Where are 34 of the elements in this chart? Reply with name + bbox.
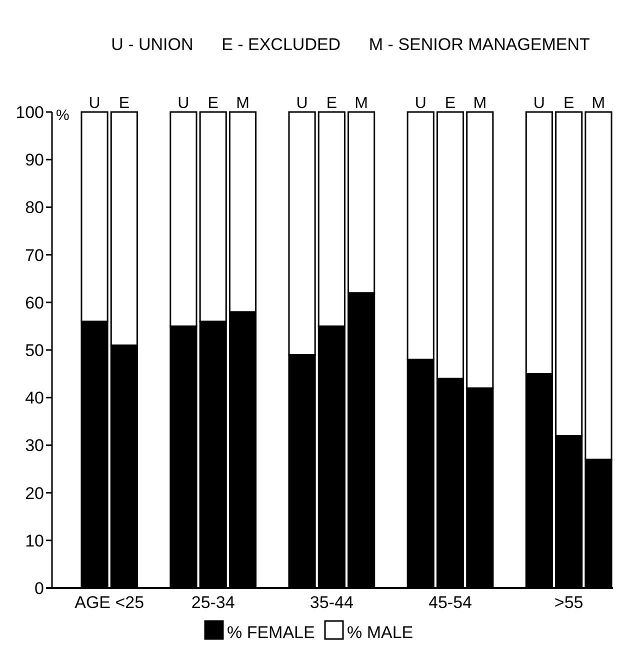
y-tick-label: 10: [25, 531, 44, 550]
x-tick-label: E: [208, 95, 218, 112]
text: 45-54: [428, 593, 472, 612]
x-tick-label: E: [444, 95, 456, 112]
y-axis-title: %: [56, 107, 70, 124]
legend-label: % MALE: [347, 623, 414, 642]
x-tick-label: U: [178, 95, 190, 112]
y-tick-label: 70: [25, 246, 44, 265]
y-tick-label: 30: [25, 436, 44, 456]
text: AGE <25: [74, 593, 144, 612]
x-tick-label: U: [88, 95, 100, 112]
text: >55: [554, 593, 584, 612]
y-tick-label: 20: [25, 484, 44, 503]
x-tick-label: M: [473, 95, 487, 112]
x-tick-label: E: [118, 95, 130, 112]
x-tick-label: M: [354, 95, 368, 112]
chart-title: U - UNION E - EXCLUDED M - SENIOR MANAGEMENT: [111, 35, 590, 54]
y-tick-label: 100: [16, 102, 44, 122]
y-tick-label: 0: [34, 578, 44, 598]
y-tick-label: 50: [25, 340, 44, 360]
y-tick-label: 40: [25, 388, 44, 408]
x-tick-label: E: [326, 95, 338, 112]
x-tick-label: M: [592, 95, 606, 112]
y-tick-label: 60: [25, 293, 44, 312]
x-tick-label: E: [563, 95, 574, 112]
y-tick-label: 80: [25, 198, 44, 218]
x-tick-label: U: [414, 95, 426, 112]
y-tick-label: 90: [25, 150, 44, 170]
x-tick-label: U: [533, 95, 545, 112]
x-tick-label: M: [236, 95, 250, 112]
text: 25-34: [191, 593, 235, 612]
x-tick-label: U: [296, 95, 308, 112]
text: 35-44: [310, 593, 354, 612]
legend-label: % FEMALE: [227, 623, 315, 642]
